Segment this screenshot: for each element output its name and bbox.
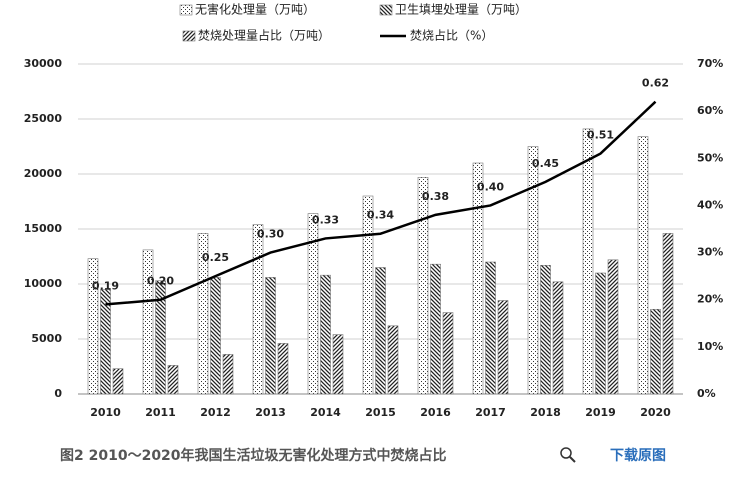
bar	[222, 354, 234, 395]
x-tick-label: 2012	[200, 406, 231, 419]
bar	[87, 258, 99, 395]
y2-tick-label: 0%	[697, 387, 716, 400]
y-tick-label: 20000	[24, 167, 63, 180]
bar	[332, 334, 344, 395]
bar	[210, 277, 221, 395]
bar	[595, 272, 606, 395]
bar	[320, 274, 331, 395]
data-label: 0.34	[367, 209, 394, 222]
bar	[527, 146, 539, 395]
y2-tick-label: 10%	[697, 340, 723, 353]
y2-tick-label: 20%	[697, 293, 723, 306]
caption: 图2 2010～2020年我国生活垃圾无害化处理方式中焚烧占比	[60, 447, 447, 464]
bar	[540, 264, 551, 395]
bar	[265, 277, 276, 395]
data-label: 0.33	[312, 213, 339, 226]
y-tick-label: 25000	[24, 112, 63, 125]
bar	[552, 281, 564, 395]
x-tick-label: 2020	[640, 406, 671, 419]
data-label: 0.40	[477, 180, 504, 193]
bar	[417, 177, 429, 395]
x-tick-label: 2010	[90, 406, 121, 419]
y2-tick-label: 40%	[697, 198, 723, 211]
zoom-icon[interactable]	[560, 447, 576, 463]
data-label: 0.62	[642, 77, 669, 90]
x-tick-label: 2017	[475, 406, 506, 419]
x-tick-label: 2011	[145, 406, 176, 419]
line-series	[105, 100, 657, 306]
legend-label: 焚烧处理量占比（万吨）	[198, 28, 330, 43]
legend-swatch	[179, 4, 193, 16]
data-label: 0.25	[202, 251, 229, 264]
y-tick-label: 10000	[24, 277, 63, 290]
bar	[277, 343, 289, 395]
bar	[430, 263, 441, 395]
data-label: 0.30	[257, 228, 284, 241]
bar	[307, 213, 319, 395]
legend-swatch	[182, 30, 196, 42]
bar	[252, 224, 264, 395]
x-tick-label: 2016	[420, 406, 451, 419]
y-tick-label: 15000	[24, 222, 63, 235]
y-tick-label: 5000	[31, 332, 62, 345]
data-label: 0.38	[422, 190, 449, 203]
bar	[155, 280, 166, 395]
download-link[interactable]: 下载原图	[610, 447, 666, 464]
bar	[485, 261, 496, 395]
bar	[442, 312, 454, 395]
bar	[142, 249, 154, 395]
bar	[607, 259, 619, 395]
y2-tick-label: 50%	[697, 151, 723, 164]
data-label: 0.19	[92, 279, 119, 292]
x-tick-label: 2013	[255, 406, 286, 419]
bar	[582, 128, 594, 395]
x-tick-label: 2014	[310, 406, 341, 419]
bar	[362, 195, 374, 395]
bar	[650, 308, 661, 395]
bar	[497, 300, 509, 395]
data-label: 0.45	[532, 157, 559, 170]
bar	[197, 233, 209, 395]
legend-swatch	[379, 4, 393, 16]
x-tick-label: 2015	[365, 406, 396, 419]
legend-label: 无害化处理量（万吨）	[195, 2, 315, 17]
x-tick-label: 2018	[530, 406, 561, 419]
y2-tick-label: 60%	[697, 104, 723, 117]
y2-tick-label: 30%	[697, 246, 723, 259]
y-tick-label: 30000	[24, 57, 63, 70]
legend-label: 卫生填埋处理量（万吨）	[395, 3, 527, 17]
bar	[167, 365, 179, 395]
bar	[112, 368, 124, 395]
y-tick-label: 0	[54, 387, 62, 400]
bar	[662, 233, 674, 395]
bar	[375, 267, 386, 395]
legend-label: 焚烧占比（%）	[410, 28, 493, 43]
y2-tick-label: 70%	[697, 57, 723, 70]
x-tick-label: 2019	[585, 406, 616, 419]
bar	[387, 325, 399, 395]
bar	[100, 289, 111, 395]
bar	[472, 162, 484, 395]
data-label: 0.51	[587, 129, 614, 142]
data-label: 0.20	[147, 275, 174, 288]
bar	[637, 136, 649, 395]
